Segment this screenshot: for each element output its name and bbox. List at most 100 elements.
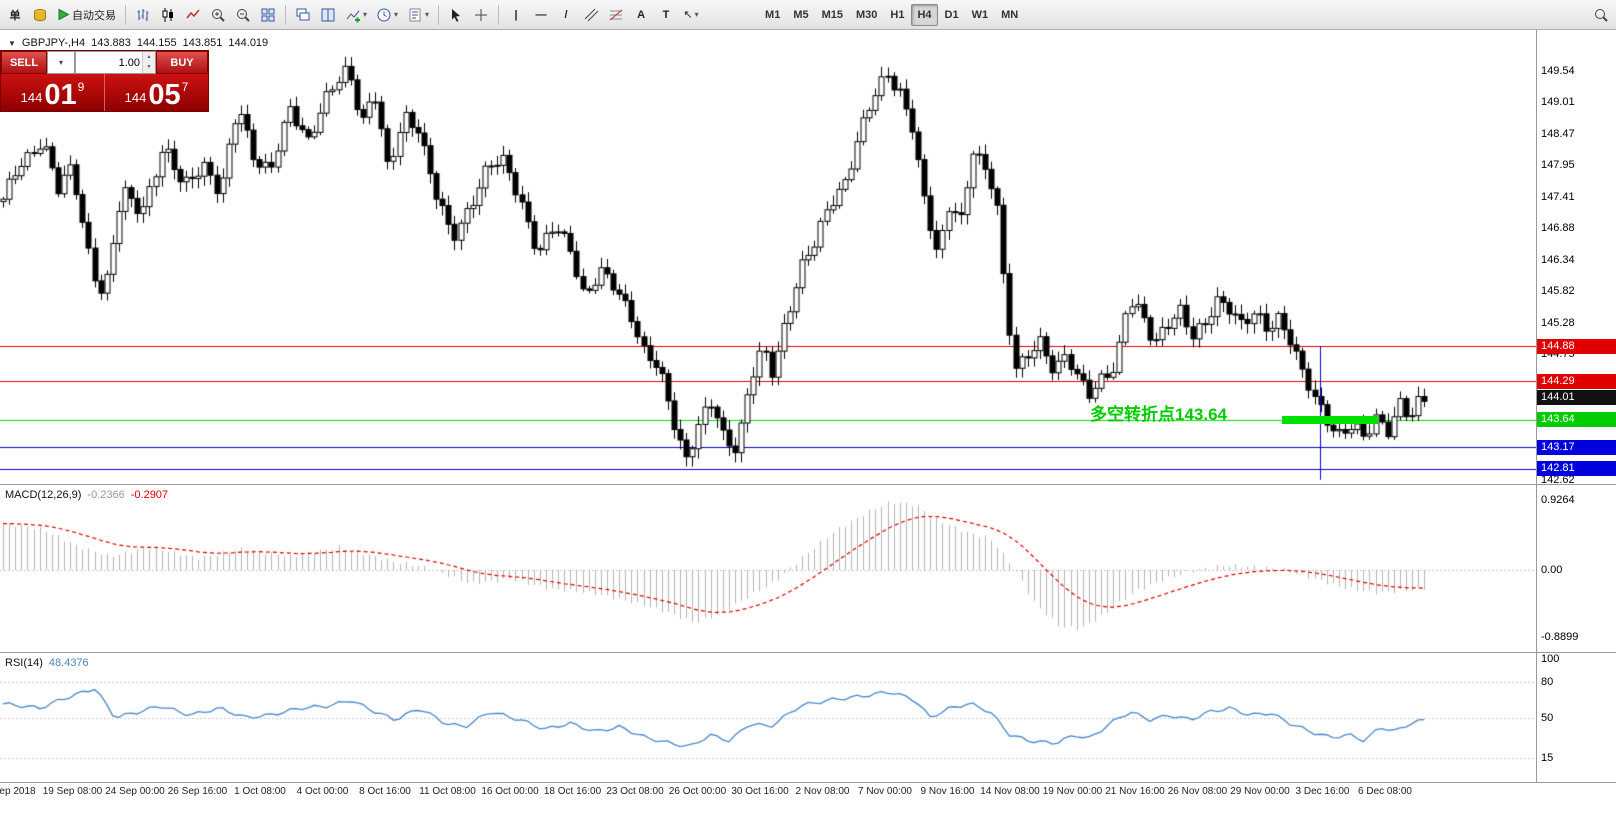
zoom-in-button[interactable] xyxy=(206,3,230,27)
cascade-windows-button[interactable] xyxy=(291,3,315,27)
timeframe-button-mn[interactable]: MN xyxy=(995,4,1024,26)
pivot-annotation-text: 多空转折点143.64 xyxy=(1090,405,1227,425)
bar-chart-icon xyxy=(135,7,151,23)
time-label: 14 Nov 08:00 xyxy=(980,786,1040,797)
templates-button[interactable]: ▾ xyxy=(403,3,433,27)
close-value: 144.019 xyxy=(228,37,269,49)
rsi-label: RSI(14) 48.4376 xyxy=(5,657,89,669)
timeframe-group: M1 M5 M15 M30 H1 H4 D1 W1 MN xyxy=(759,3,1024,26)
macd-label: MACD(12,26,9) -0.2366 -0.2907 xyxy=(5,489,169,501)
rsi-axis-label: 15 xyxy=(1541,752,1554,765)
sell-price-base: 144 xyxy=(20,90,43,105)
volume-input[interactable] xyxy=(76,52,142,73)
macd-signal-value: -0.2907 xyxy=(130,489,169,501)
chevron-down-icon: ▾ xyxy=(363,9,368,19)
text-tool-button[interactable]: A xyxy=(629,3,653,27)
buy-price-display[interactable]: 144 05 7 xyxy=(105,74,208,111)
time-label: 1 Oct 08:00 xyxy=(234,786,286,797)
one-click-toggle[interactable]: ▼ xyxy=(8,38,16,48)
rsi-chart[interactable] xyxy=(0,653,1536,782)
panel-divider[interactable] xyxy=(0,484,1616,485)
volume-preset-dropdown[interactable]: ▾ xyxy=(47,51,75,74)
crosshair-icon xyxy=(473,7,489,23)
price-axis-label: 147.95 xyxy=(1541,158,1575,171)
trendline-button[interactable]: / xyxy=(554,3,578,27)
vertical-line-button[interactable]: | xyxy=(504,3,528,27)
cursor-icon xyxy=(448,7,464,23)
arrange-windows-button[interactable] xyxy=(316,3,340,27)
cascade-windows-icon xyxy=(295,7,311,23)
arrange-windows-icon xyxy=(320,7,336,23)
new-order-button[interactable]: 单 xyxy=(3,3,27,27)
price-axis[interactable]: 149.54 149.01 148.47 147.95 147.41 146.88 146.… xyxy=(1537,30,1616,484)
horizontal-line-button[interactable]: — xyxy=(529,3,553,27)
search-button[interactable] xyxy=(1589,3,1613,27)
time-label: 29 Nov 00:00 xyxy=(1230,786,1290,797)
high-value: 144.155 xyxy=(136,37,177,49)
rsi-axis-label: 80 xyxy=(1541,676,1554,689)
periods-button[interactable]: ▾ xyxy=(372,3,402,27)
template-icon xyxy=(407,7,423,23)
spinner-down-icon[interactable]: ▼ xyxy=(143,62,155,73)
rsi-axis-label: 50 xyxy=(1541,711,1554,724)
shapes-button[interactable]: ↖ ▾ xyxy=(679,3,703,27)
buy-button[interactable]: BUY xyxy=(156,51,208,74)
spinner-up-icon[interactable]: ▲ xyxy=(143,52,155,63)
price-badge-143.64: 143.64 xyxy=(1537,412,1616,428)
indicators-button[interactable]: ▾ xyxy=(341,3,371,27)
rsi-value: 48.4376 xyxy=(48,657,89,669)
line-chart-button[interactable] xyxy=(181,3,205,27)
crosshair-button[interactable] xyxy=(469,3,493,27)
price-axis-label: 145.28 xyxy=(1541,316,1575,329)
timeframe-button-h1[interactable]: H1 xyxy=(884,4,910,26)
sell-price-display[interactable]: 144 01 9 xyxy=(1,74,105,111)
sell-button[interactable]: SELL xyxy=(1,51,47,74)
axis-separator xyxy=(1536,30,1537,782)
timeframe-button-h4[interactable]: H4 xyxy=(911,3,938,26)
timeframe-button-m5[interactable]: M5 xyxy=(787,4,814,26)
time-label: 19 Sep 08:00 xyxy=(42,786,103,797)
buy-price-sup: 7 xyxy=(181,80,189,94)
macd-axis[interactable]: 0.9264 0.00 -0.8899 xyxy=(1537,485,1616,652)
timeframe-button-d1[interactable]: D1 xyxy=(939,4,965,26)
price-axis-label: 149.01 xyxy=(1541,96,1575,109)
channel-button[interactable] xyxy=(579,3,603,27)
symbol-name: GBPJPY-,H4 xyxy=(21,37,86,49)
time-label: 26 Oct 00:00 xyxy=(668,786,727,797)
tile-windows-icon xyxy=(260,7,276,23)
search-icon xyxy=(1593,7,1609,23)
sell-price-big: 01 xyxy=(44,78,77,111)
macd-main-value: -0.2366 xyxy=(87,489,125,501)
coins-icon xyxy=(32,7,48,23)
symbols-button[interactable] xyxy=(28,3,52,27)
time-label: 19 Nov 00:00 xyxy=(1042,786,1103,797)
macd-chart[interactable] xyxy=(0,485,1536,652)
volume-stepper[interactable]: ▲ ▼ xyxy=(142,52,155,73)
price-axis-label: 146.34 xyxy=(1541,253,1575,266)
auto-trading-button[interactable]: 自动交易 xyxy=(53,3,120,27)
timeframe-button-m15[interactable]: M15 xyxy=(816,4,849,26)
candlestick-chart-button[interactable] xyxy=(156,3,180,27)
chevron-down-icon: ▾ xyxy=(425,9,430,19)
timeframe-button-m1[interactable]: M1 xyxy=(759,4,786,26)
price-axis-label: 145.82 xyxy=(1541,284,1575,297)
fibonacci-icon xyxy=(608,7,624,23)
panel-divider[interactable] xyxy=(0,652,1616,653)
fibonacci-button[interactable] xyxy=(604,3,628,27)
bar-chart-button[interactable] xyxy=(131,3,155,27)
rsi-axis[interactable]: 100 80 50 15 xyxy=(1537,653,1616,782)
timeframe-button-w1[interactable]: W1 xyxy=(966,4,995,26)
zoom-out-button[interactable] xyxy=(231,3,255,27)
rsi-axis-label: 100 xyxy=(1541,653,1560,665)
price-axis-label: 146.88 xyxy=(1541,222,1575,235)
price-chart[interactable] xyxy=(0,30,1536,484)
timeframe-button-m30[interactable]: M30 xyxy=(850,4,883,26)
panel-divider xyxy=(0,782,1616,783)
open-value: 143.883 xyxy=(91,37,131,49)
time-label: 26 Nov 08:00 xyxy=(1167,786,1228,797)
label-tool-button[interactable]: T xyxy=(654,3,678,27)
buy-price-big: 05 xyxy=(148,78,181,111)
tile-windows-button[interactable] xyxy=(256,3,280,27)
cursor-button[interactable] xyxy=(444,3,468,27)
